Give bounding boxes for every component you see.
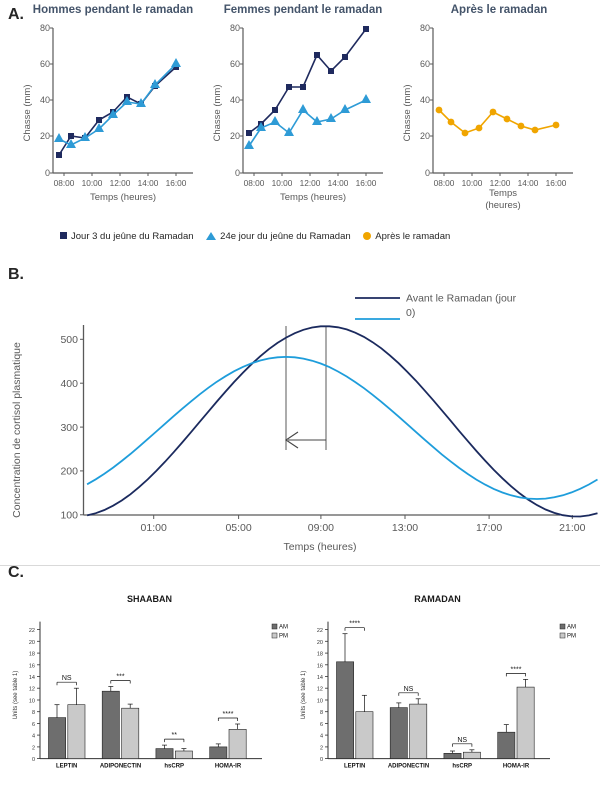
svg-text:16:00: 16:00 — [356, 178, 377, 188]
svg-text:20: 20 — [40, 131, 50, 141]
svg-text:12: 12 — [317, 687, 323, 693]
svg-text:NS: NS — [457, 737, 467, 744]
svg-text:2: 2 — [32, 745, 35, 751]
svg-text:400: 400 — [60, 378, 78, 390]
svg-text:16: 16 — [29, 663, 35, 669]
svg-text:LEPTIN: LEPTIN — [344, 764, 365, 770]
svg-text:08:00: 08:00 — [244, 178, 265, 188]
svg-text:10: 10 — [317, 699, 323, 705]
svg-text:8: 8 — [320, 710, 323, 716]
svg-text:NS: NS — [404, 686, 414, 693]
svg-text:21:00: 21:00 — [559, 522, 585, 534]
svg-text:16: 16 — [317, 663, 323, 669]
svg-text:8: 8 — [32, 710, 35, 716]
svg-text:Chasse (mm): Chasse (mm) — [212, 84, 223, 141]
svg-text:08:00: 08:00 — [54, 178, 75, 188]
svg-text:10:00: 10:00 — [272, 178, 293, 188]
svg-text:20: 20 — [317, 640, 323, 646]
svg-text:14:00: 14:00 — [518, 178, 539, 188]
svg-text:0: 0 — [32, 757, 35, 763]
svg-text:4: 4 — [320, 734, 323, 740]
svg-text:2: 2 — [320, 745, 323, 751]
svg-text:Temps (heures): Temps (heures) — [280, 192, 346, 203]
svg-text:LEPTIN: LEPTIN — [56, 764, 77, 770]
svg-text:14:00: 14:00 — [328, 178, 349, 188]
svg-text:(heures): (heures) — [485, 200, 520, 211]
svg-text:Avant le Ramadan (jour: Avant le Ramadan (jour — [406, 293, 517, 305]
svg-text:17:00: 17:00 — [476, 522, 502, 534]
svg-text:0: 0 — [320, 757, 323, 763]
svg-text:4: 4 — [32, 734, 35, 740]
svg-text:200: 200 — [60, 466, 78, 478]
svg-text:0: 0 — [425, 168, 430, 178]
svg-text:08:00: 08:00 — [434, 178, 455, 188]
svg-text:09:00: 09:00 — [308, 522, 334, 534]
svg-text:40: 40 — [230, 95, 240, 105]
svg-text:60: 60 — [40, 59, 50, 69]
svg-text:0: 0 — [45, 168, 50, 178]
svg-text:Temps (heures): Temps (heures) — [284, 541, 357, 553]
svg-text:***: *** — [116, 674, 124, 681]
svg-text:****: **** — [223, 711, 234, 718]
svg-text:Chasse (mm): Chasse (mm) — [402, 84, 413, 141]
svg-text:HOMA-IR: HOMA-IR — [215, 764, 242, 770]
svg-text:100: 100 — [60, 509, 78, 521]
svg-text:16:00: 16:00 — [166, 178, 187, 188]
svg-text:hsCRP: hsCRP — [164, 764, 184, 770]
svg-text:AM: AM — [567, 625, 576, 631]
svg-text:40: 40 — [420, 95, 430, 105]
svg-text:14: 14 — [29, 675, 35, 681]
svg-text:14:00: 14:00 — [138, 178, 159, 188]
svg-text:6: 6 — [320, 722, 323, 728]
svg-text:hsCRP: hsCRP — [452, 764, 472, 770]
svg-text:80: 80 — [40, 23, 50, 33]
svg-text:300: 300 — [60, 422, 78, 434]
svg-text:Units (see table 1): Units (see table 1) — [13, 671, 19, 720]
svg-text:ADIPONECTIN: ADIPONECTIN — [388, 764, 429, 770]
svg-text:12:00: 12:00 — [300, 178, 321, 188]
svg-text:60: 60 — [230, 59, 240, 69]
svg-text:****: **** — [349, 621, 360, 628]
svg-text:20: 20 — [230, 131, 240, 141]
svg-text:18: 18 — [29, 652, 35, 658]
svg-text:SHAABAN: SHAABAN — [127, 594, 172, 604]
svg-text:10:00: 10:00 — [82, 178, 103, 188]
svg-text:16:00: 16:00 — [546, 178, 567, 188]
svg-text:22: 22 — [317, 628, 323, 634]
svg-text:20: 20 — [420, 131, 430, 141]
svg-text:18: 18 — [317, 652, 323, 658]
svg-text:6: 6 — [32, 722, 35, 728]
svg-text:13:00: 13:00 — [392, 522, 418, 534]
svg-text:Temps: Temps — [489, 188, 517, 199]
svg-text:Units (see table 1): Units (see table 1) — [301, 671, 307, 720]
svg-text:****: **** — [511, 666, 522, 673]
svg-text:NS: NS — [62, 675, 72, 682]
svg-text:22: 22 — [29, 628, 35, 634]
svg-text:PM: PM — [567, 634, 576, 640]
svg-text:Temps (heures): Temps (heures) — [90, 192, 156, 203]
svg-text:Concentration de cortisol plas: Concentration de cortisol plasmatique — [11, 342, 23, 518]
svg-text:14: 14 — [317, 675, 323, 681]
svg-text:12:00: 12:00 — [490, 178, 511, 188]
svg-text:**: ** — [171, 732, 177, 739]
svg-text:80: 80 — [230, 23, 240, 33]
svg-text:60: 60 — [420, 59, 430, 69]
svg-text:01:00: 01:00 — [141, 522, 167, 534]
svg-text:0): 0) — [406, 307, 415, 319]
svg-text:12:00: 12:00 — [110, 178, 131, 188]
svg-text:10:00: 10:00 — [462, 178, 483, 188]
svg-text:10: 10 — [29, 699, 35, 705]
svg-text:HOMA-IR: HOMA-IR — [503, 764, 530, 770]
svg-text:12: 12 — [29, 687, 35, 693]
svg-text:20: 20 — [29, 640, 35, 646]
svg-text:ADIPONECTIN: ADIPONECTIN — [100, 764, 141, 770]
svg-text:Chasse (mm): Chasse (mm) — [22, 84, 33, 141]
svg-text:80: 80 — [420, 23, 430, 33]
svg-text:0: 0 — [235, 168, 240, 178]
svg-text:05:00: 05:00 — [225, 522, 251, 534]
svg-text:500: 500 — [60, 334, 78, 346]
svg-text:40: 40 — [40, 95, 50, 105]
svg-text:RAMADAN: RAMADAN — [414, 594, 461, 604]
